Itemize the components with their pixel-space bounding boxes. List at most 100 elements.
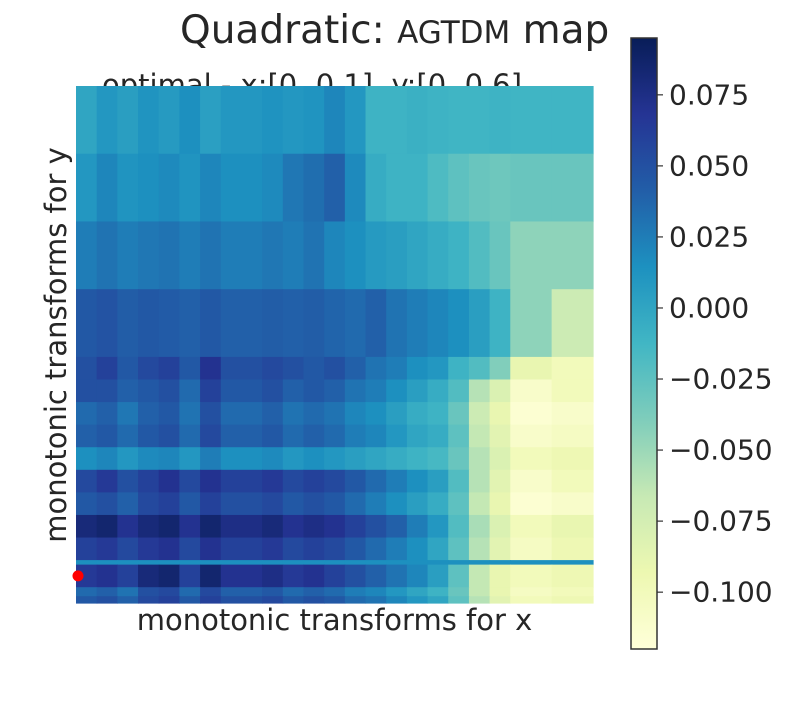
heatmap-cell bbox=[427, 587, 449, 597]
heatmap-cell bbox=[200, 596, 222, 604]
heatmap-cell bbox=[282, 469, 305, 493]
heatmap-cell bbox=[344, 379, 367, 403]
heatmap-cell bbox=[282, 153, 305, 223]
heatmap-cell bbox=[468, 402, 491, 426]
heatmap-cell bbox=[262, 587, 284, 597]
heatmap-cell bbox=[303, 537, 325, 561]
heatmap-cell bbox=[324, 560, 346, 566]
heatmap-cell bbox=[365, 221, 387, 290]
heatmap-cell bbox=[262, 537, 284, 561]
heatmap-cell bbox=[551, 356, 594, 381]
heatmap-cell bbox=[96, 492, 118, 516]
heatmap-cell bbox=[138, 564, 160, 588]
heatmap-cell bbox=[138, 560, 160, 566]
heatmap-cell bbox=[489, 289, 511, 358]
heatmap-cell bbox=[489, 221, 511, 290]
heatmap-cell bbox=[324, 153, 346, 223]
heatmap-cell bbox=[200, 153, 222, 223]
heatmap-cell bbox=[220, 424, 263, 448]
heatmap-cell bbox=[117, 424, 139, 448]
heatmap-cell bbox=[158, 356, 180, 381]
heatmap-cell bbox=[220, 492, 263, 516]
heatmap-cell bbox=[303, 514, 325, 539]
heatmap-cell bbox=[158, 447, 180, 471]
heatmap-cell bbox=[179, 596, 201, 604]
heatmap-cell bbox=[468, 289, 491, 358]
heatmap-cell bbox=[117, 492, 139, 516]
heatmap-cell bbox=[386, 402, 408, 426]
heatmap-cell bbox=[468, 537, 491, 561]
heatmap-cell bbox=[282, 356, 305, 381]
heatmap-cell bbox=[427, 153, 449, 223]
heatmap-cell bbox=[489, 587, 511, 597]
heatmap-cell bbox=[96, 221, 118, 290]
heatmap-cell bbox=[303, 289, 325, 358]
heatmap-cell bbox=[510, 596, 553, 604]
heatmap-cell bbox=[365, 356, 387, 381]
heatmap-cell bbox=[510, 514, 553, 539]
heatmap-cell bbox=[551, 153, 594, 223]
heatmap-cell bbox=[303, 356, 325, 381]
heatmap-cell bbox=[96, 356, 118, 381]
heatmap-cell bbox=[365, 424, 387, 448]
heatmap-cell bbox=[282, 379, 305, 403]
heatmap-cell bbox=[220, 379, 263, 403]
heatmap-cell bbox=[303, 153, 325, 223]
heatmap-cell bbox=[365, 596, 387, 604]
heatmap-cell bbox=[220, 596, 263, 604]
heatmap-cell bbox=[76, 587, 98, 597]
heatmap-cell bbox=[179, 153, 201, 223]
heatmap-cell bbox=[158, 289, 180, 358]
heatmap-cell bbox=[551, 289, 594, 358]
heatmap-cell bbox=[138, 356, 160, 381]
chart-title-abbrev: AGTDM bbox=[397, 15, 511, 51]
heatmap-cell bbox=[468, 153, 491, 223]
heatmap-cell bbox=[386, 447, 408, 471]
heatmap-cell bbox=[76, 356, 98, 381]
heatmap-cell bbox=[406, 447, 429, 471]
heatmap-cell bbox=[220, 447, 263, 471]
heatmap-cell bbox=[551, 469, 594, 493]
heatmap-cell bbox=[489, 537, 511, 561]
heatmap-cell bbox=[282, 560, 305, 566]
heatmap-cell bbox=[303, 564, 325, 588]
heatmap-cell bbox=[76, 514, 98, 539]
heatmap-cell bbox=[303, 424, 325, 448]
heatmap-cell bbox=[551, 596, 594, 604]
heatmap-cell bbox=[158, 221, 180, 290]
heatmap-cell bbox=[220, 564, 263, 588]
heatmap-cell bbox=[282, 587, 305, 597]
heatmap-cell bbox=[262, 424, 284, 448]
heatmap-cell bbox=[179, 469, 201, 493]
heatmap-cell bbox=[468, 514, 491, 539]
heatmap-cell bbox=[158, 402, 180, 426]
heatmap-cell bbox=[200, 86, 222, 155]
heatmap-cell bbox=[510, 447, 553, 471]
heatmap-cell bbox=[200, 587, 222, 597]
heatmap-cell bbox=[448, 564, 470, 588]
heatmap-cell bbox=[448, 356, 470, 381]
heatmap-cell bbox=[96, 560, 118, 566]
heatmap-cell bbox=[324, 86, 346, 155]
heatmap-cell bbox=[179, 564, 201, 588]
heatmap-cell bbox=[386, 564, 408, 588]
heatmap-cell bbox=[510, 86, 553, 155]
heatmap-cell bbox=[406, 424, 429, 448]
heatmap-cell bbox=[200, 221, 222, 290]
heatmap-cell bbox=[344, 587, 367, 597]
heatmap-cell bbox=[468, 492, 491, 516]
heatmap-cell bbox=[510, 537, 553, 561]
heatmap-cell bbox=[551, 221, 594, 290]
heatmap-cell bbox=[468, 587, 491, 597]
heatmap-cell bbox=[406, 596, 429, 604]
heatmap-cell bbox=[510, 153, 553, 223]
heatmap-cell bbox=[138, 469, 160, 493]
heatmap-cell bbox=[386, 492, 408, 516]
heatmap-cell bbox=[179, 356, 201, 381]
heatmap-cell bbox=[262, 86, 284, 155]
heatmap-cell bbox=[468, 379, 491, 403]
heatmap-cell bbox=[427, 402, 449, 426]
heatmap-cell bbox=[448, 537, 470, 561]
y-axis-label: monotonic transforms for y bbox=[39, 147, 73, 543]
heatmap-cell bbox=[406, 492, 429, 516]
